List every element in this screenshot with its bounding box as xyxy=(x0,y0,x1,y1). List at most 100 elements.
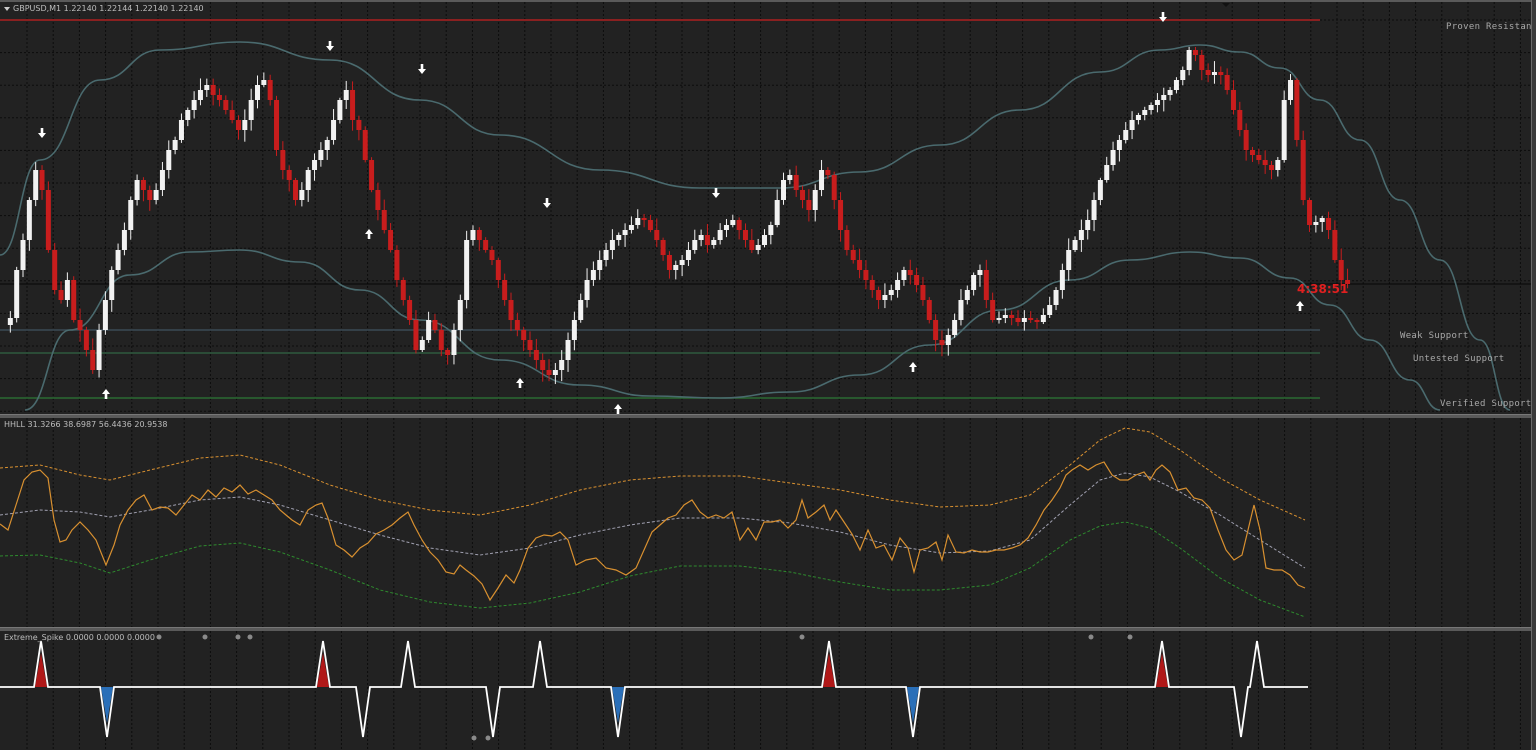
bear-candle xyxy=(742,230,748,240)
spike-signal-dot xyxy=(471,735,477,741)
bear-candle xyxy=(647,220,653,230)
bull-candle xyxy=(204,85,210,90)
bear-candle xyxy=(831,175,837,200)
bull-candle xyxy=(1167,90,1173,95)
candles xyxy=(7,46,1351,385)
bear-candle xyxy=(521,330,527,340)
spike-down-fill xyxy=(612,687,624,723)
right-price-scale-border[interactable] xyxy=(1531,0,1536,750)
bull-candle xyxy=(451,330,457,355)
bear-candle xyxy=(907,270,913,275)
bear-candle xyxy=(939,340,945,345)
extreme-spike-indicator-panel[interactable]: Extreme_Spike 0.0000 0.0000 0.0000 xyxy=(0,631,1532,750)
bull-candle xyxy=(603,250,609,260)
bull-candle xyxy=(882,295,888,300)
spike-down-fill xyxy=(101,687,113,723)
bull-candle xyxy=(1091,200,1097,220)
bear-candle xyxy=(445,350,451,355)
spike-signal-dot xyxy=(235,634,241,640)
sell-arrow-down-icon xyxy=(1159,12,1167,22)
bull-candle xyxy=(1059,270,1065,290)
bull-candle xyxy=(774,200,780,225)
bull-candle xyxy=(996,318,1002,320)
spike-signal-dot xyxy=(202,634,208,640)
bull-candle xyxy=(1097,180,1103,200)
bull-candle xyxy=(457,300,463,330)
bear-candle xyxy=(438,330,444,350)
bull-candle xyxy=(1066,250,1072,270)
bull-candle xyxy=(1211,72,1217,75)
panel-separator-2[interactable] xyxy=(0,627,1536,631)
bull-candle xyxy=(565,340,571,360)
bull-candle xyxy=(888,290,894,295)
bear-candle xyxy=(527,340,533,350)
bear-candle xyxy=(1243,130,1249,150)
spike-signal-dot xyxy=(156,634,162,640)
bull-candle xyxy=(26,200,32,240)
bear-candle xyxy=(77,320,83,330)
bear-candle xyxy=(235,120,241,130)
bull-candle xyxy=(1002,315,1008,318)
sell-arrow-down-icon xyxy=(418,64,426,74)
bear-candle xyxy=(502,280,508,300)
bear-candle xyxy=(1192,50,1198,55)
bull-candle xyxy=(128,200,134,230)
bear-candle xyxy=(990,300,996,320)
spike-signal-dot xyxy=(1127,634,1133,640)
bull-candle xyxy=(109,270,115,300)
bull-candle xyxy=(971,275,977,290)
bear-candle xyxy=(216,95,222,100)
bear-candle xyxy=(1256,155,1262,160)
bull-candle xyxy=(552,370,558,375)
bull-candle xyxy=(952,320,958,335)
hhll-line xyxy=(0,461,1306,602)
spike-down-fill xyxy=(907,687,919,723)
bear-candle xyxy=(654,230,660,240)
collapse-triangle-icon[interactable] xyxy=(4,6,10,11)
bear-candle xyxy=(540,360,546,370)
bull-candle xyxy=(1129,120,1135,130)
bull-candle xyxy=(153,190,159,200)
bull-candle xyxy=(1180,70,1186,80)
spike-up-fill xyxy=(823,653,835,687)
bull-candle xyxy=(685,250,691,260)
buy-arrow-up-icon xyxy=(614,404,622,414)
envelope-lower-curve xyxy=(24,249,1441,411)
candlestick-chart[interactable] xyxy=(0,2,1532,414)
bull-candle xyxy=(305,170,311,190)
buy-arrow-up-icon xyxy=(909,362,917,372)
bear-candle xyxy=(369,160,375,190)
bull-candle xyxy=(901,270,907,280)
bear-candle xyxy=(825,170,831,175)
bull-candle xyxy=(711,240,717,245)
bull-candle xyxy=(299,190,305,200)
bull-candle xyxy=(134,180,140,200)
main-price-chart[interactable]: GBPUSD,M1 1.22140 1.22144 1.22140 1.2214… xyxy=(0,2,1532,414)
bear-candle xyxy=(280,150,286,170)
bull-candle xyxy=(1053,290,1059,305)
bull-candle xyxy=(1154,100,1160,105)
panel-separator-1[interactable] xyxy=(0,414,1536,418)
bear-candle xyxy=(52,250,58,290)
bear-candle xyxy=(514,320,520,330)
bear-candle xyxy=(736,220,742,230)
top-border xyxy=(0,0,1536,2)
hhll-indicator-panel[interactable]: HHLL 31.3266 38.6987 56.4436 20.9538 xyxy=(0,418,1532,627)
bear-candle xyxy=(476,230,482,240)
bull-candle xyxy=(33,170,39,200)
bear-candle xyxy=(274,100,280,150)
bear-candle xyxy=(933,320,939,340)
bear-candle xyxy=(495,260,501,280)
bull-candle xyxy=(1116,140,1122,150)
buy-arrow-up-icon xyxy=(102,389,110,399)
bull-candle xyxy=(717,230,723,240)
bear-candle xyxy=(1326,218,1332,230)
bear-candle xyxy=(388,230,394,250)
bear-candle xyxy=(749,240,755,250)
grid xyxy=(0,2,1532,414)
bear-candle xyxy=(223,100,229,110)
bull-candle xyxy=(755,245,761,250)
spike-signal-dot xyxy=(799,634,805,640)
bear-candle xyxy=(793,175,799,190)
bear-candle xyxy=(407,300,413,320)
